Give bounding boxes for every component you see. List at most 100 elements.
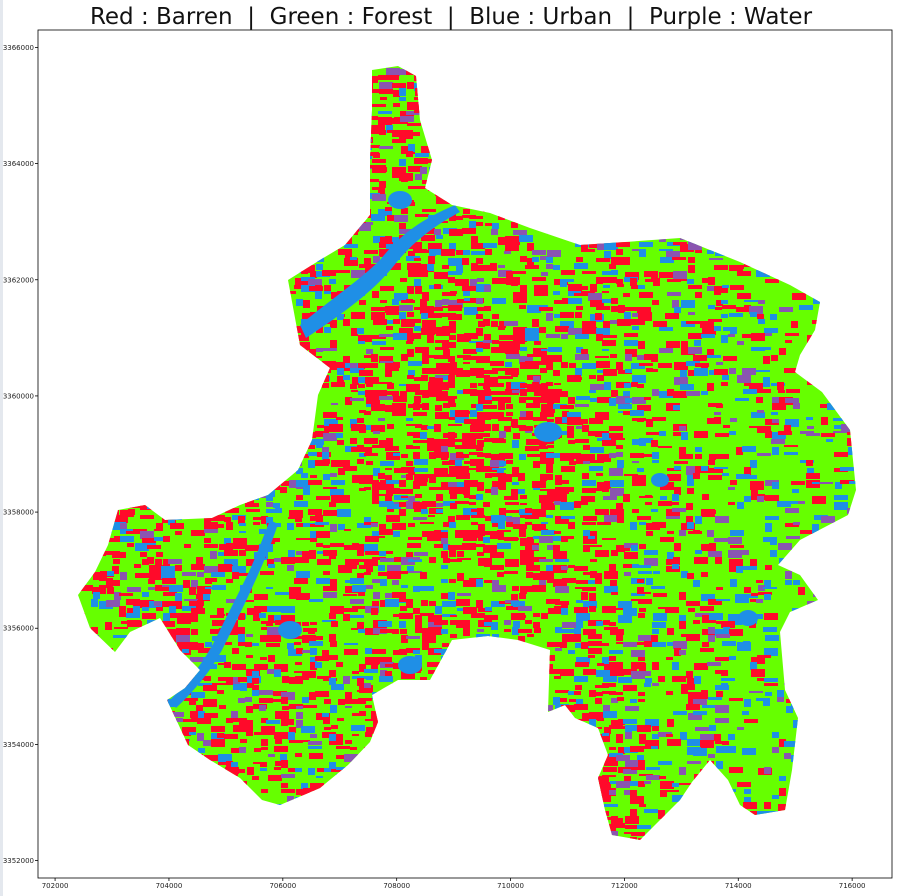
barren-patch xyxy=(267,559,274,566)
water-patch xyxy=(442,299,449,305)
barren-patch xyxy=(499,508,506,516)
urban-patch xyxy=(694,676,701,684)
barren-patch xyxy=(385,207,392,211)
barren-patch xyxy=(336,746,350,749)
barren-patch xyxy=(708,277,715,285)
barren-patch xyxy=(456,599,470,606)
barren-patch xyxy=(343,460,350,468)
barren-patch xyxy=(302,635,316,643)
barren-patch xyxy=(344,649,358,655)
barren-patch xyxy=(484,389,491,397)
barren-patch xyxy=(238,627,245,635)
urban-patch xyxy=(303,487,310,495)
barren-patch xyxy=(763,356,770,364)
barren-patch xyxy=(281,615,295,622)
barren-patch xyxy=(295,326,309,333)
water-patch xyxy=(513,230,527,235)
barren-patch xyxy=(399,509,406,516)
barren-patch xyxy=(344,699,358,704)
barren-patch xyxy=(386,326,393,330)
barren-patch xyxy=(506,271,513,279)
urban-patch xyxy=(359,453,366,457)
barren-patch xyxy=(155,585,169,591)
barren-patch xyxy=(639,663,646,671)
barren-patch xyxy=(378,75,392,80)
barren-patch xyxy=(385,475,392,480)
barren-patch xyxy=(246,559,260,566)
barren-patch xyxy=(652,726,659,731)
water-patch xyxy=(197,733,204,741)
barren-patch xyxy=(392,83,406,88)
urban-patch xyxy=(532,257,539,262)
urban-patch xyxy=(596,670,610,677)
barren-patch xyxy=(442,474,456,477)
barren-patch xyxy=(603,277,617,283)
urban-patch xyxy=(483,537,490,543)
urban-patch xyxy=(198,683,212,686)
barren-patch xyxy=(506,377,513,379)
barren-patch xyxy=(462,438,476,446)
barren-patch xyxy=(581,244,588,252)
urban-patch xyxy=(652,452,659,459)
barren-patch xyxy=(721,621,735,628)
barren-patch xyxy=(420,613,434,616)
barren-patch xyxy=(281,760,288,768)
barren-patch xyxy=(331,725,338,729)
barren-patch xyxy=(163,536,170,542)
barren-patch xyxy=(714,291,721,295)
urban-patch xyxy=(764,580,771,587)
barren-patch xyxy=(666,657,673,660)
water-patch xyxy=(380,670,387,677)
water-patch xyxy=(666,251,680,258)
barren-patch xyxy=(483,356,490,362)
barren-patch xyxy=(637,384,644,388)
urban-patch xyxy=(576,657,590,664)
water-patch xyxy=(281,692,295,700)
barren-patch xyxy=(281,697,288,704)
barren-patch xyxy=(428,515,435,517)
water-patch xyxy=(441,538,448,544)
barren-patch xyxy=(471,613,485,618)
barren-patch xyxy=(317,559,331,565)
barren-patch xyxy=(560,698,567,702)
barren-patch xyxy=(483,383,490,389)
barren-patch xyxy=(588,496,595,502)
urban-patch xyxy=(448,592,455,600)
barren-patch xyxy=(499,487,506,490)
urban-patch xyxy=(596,328,610,337)
urban-patch xyxy=(414,279,421,287)
barren-patch xyxy=(730,480,737,485)
urban-patch xyxy=(441,629,448,634)
water-patch xyxy=(757,496,764,502)
barren-patch xyxy=(637,579,644,583)
barren-patch xyxy=(504,426,511,432)
water-patch xyxy=(793,522,800,525)
barren-patch xyxy=(344,608,358,612)
barren-patch xyxy=(541,391,555,396)
barren-patch xyxy=(289,677,303,684)
urban-patch xyxy=(729,313,743,317)
barren-patch xyxy=(784,445,798,447)
barren-patch xyxy=(422,635,436,643)
barren-patch xyxy=(413,502,427,509)
barren-patch xyxy=(471,544,485,547)
water-patch xyxy=(413,517,427,520)
barren-patch xyxy=(427,536,441,541)
barren-patch xyxy=(736,307,750,312)
water-patch xyxy=(758,300,765,304)
barren-patch xyxy=(645,279,659,282)
barren-patch xyxy=(520,389,527,396)
urban-patch xyxy=(604,251,611,259)
urban-patch xyxy=(379,501,393,507)
urban-patch xyxy=(387,320,394,324)
barren-patch xyxy=(275,761,282,766)
urban-patch xyxy=(212,655,226,662)
water-patch xyxy=(644,781,651,784)
barren-patch xyxy=(422,501,436,507)
water-patch xyxy=(610,320,617,324)
barren-patch xyxy=(413,608,420,614)
barren-patch xyxy=(287,719,294,725)
barren-patch xyxy=(268,775,282,781)
barren-patch xyxy=(707,383,714,391)
barren-patch xyxy=(504,397,511,403)
